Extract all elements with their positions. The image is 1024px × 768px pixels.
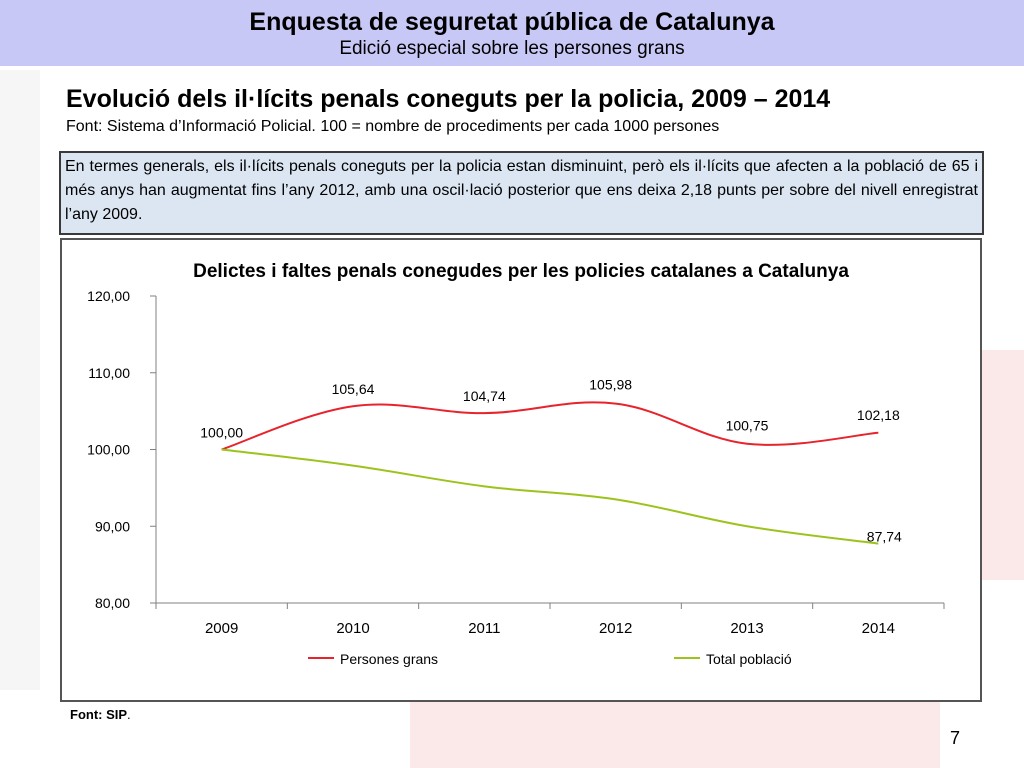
x-tick-label: 2010	[336, 620, 369, 637]
data-label: 100,75	[726, 418, 769, 434]
watermark-red-shape	[980, 350, 1024, 580]
legend-label: Persones grans	[340, 651, 438, 667]
slide-subtitle: Edició especial sobre les persones grans	[339, 38, 685, 59]
footnote-suffix: .	[127, 707, 131, 722]
line-chart: Delictes i faltes penals conegudes per l…	[87, 261, 945, 667]
series-line-persones-grans	[221, 401, 879, 451]
section-source: Font: Sistema d’Informació Policial. 100…	[66, 118, 720, 135]
data-label: 104,74	[463, 388, 506, 404]
slide-header: Enquesta de seguretat pública de Catalun…	[0, 0, 1024, 66]
footnote-label: Font: SIP	[70, 707, 128, 722]
data-label: 102,18	[857, 407, 900, 423]
x-tick-label: 2014	[862, 620, 895, 637]
page-number: 7	[950, 728, 961, 748]
y-tick-label: 120,00	[87, 288, 130, 304]
chart-panel: Delictes i faltes penals conegudes per l…	[60, 238, 982, 702]
series-line-total-poblaci-	[221, 448, 879, 545]
y-tick-label: 90,00	[95, 518, 130, 534]
y-tick-label: 80,00	[95, 595, 130, 611]
chart-title: Delictes i faltes penals conegudes per l…	[193, 261, 849, 282]
section-title: Evolució dels il·lícits penals coneguts …	[66, 85, 831, 113]
x-tick-label: 2012	[599, 620, 632, 637]
footnote: Font: SIP.	[70, 707, 131, 722]
data-label: 87,74	[867, 529, 902, 545]
y-tick-label: 110,00	[88, 365, 130, 381]
legend-label: Total població	[706, 651, 792, 667]
slide-title: Enquesta de seguretat pública de Catalun…	[249, 8, 775, 36]
x-tick-label: 2009	[205, 620, 238, 637]
watermark-red-shape-bottom	[410, 700, 940, 768]
y-tick-label: 100,00	[87, 442, 130, 458]
x-tick-label: 2011	[468, 620, 500, 637]
watermark-shape	[0, 70, 40, 690]
x-tick-label: 2013	[730, 620, 763, 637]
data-label: 105,98	[589, 377, 632, 393]
data-label: 105,64	[332, 381, 375, 397]
data-label: 100,00	[200, 425, 243, 441]
summary-box: En termes generals, els il·lícits penals…	[59, 151, 984, 235]
